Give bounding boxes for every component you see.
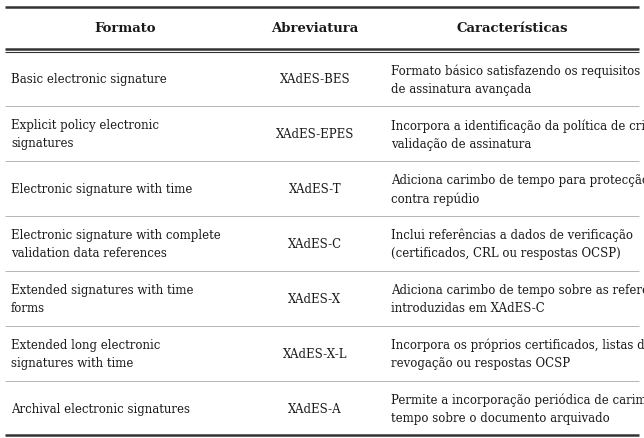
Text: Formato básico satisfazendo os requisitos legais
de assinatura avançada: Formato básico satisfazendo os requisito… — [391, 64, 644, 95]
Text: Adiciona carimbo de tempo sobre as referências
introduzidas em XAdES-C: Adiciona carimbo de tempo sobre as refer… — [391, 283, 644, 314]
Text: Archival electronic signatures: Archival electronic signatures — [11, 402, 190, 415]
Text: Electronic signature with complete
validation data references: Electronic signature with complete valid… — [11, 229, 221, 259]
Text: XAdES-X: XAdES-X — [289, 292, 341, 305]
Text: XAdES-A: XAdES-A — [288, 402, 342, 415]
Text: Formato: Formato — [94, 22, 156, 35]
Text: XAdES-C: XAdES-C — [288, 237, 342, 251]
Text: Características: Características — [456, 22, 568, 35]
Text: XAdES-BES: XAdES-BES — [279, 73, 350, 86]
Text: XAdES-T: XAdES-T — [289, 183, 341, 196]
Text: Incorpora os próprios certificados, listas de
revogação ou respostas OCSP: Incorpora os próprios certificados, list… — [391, 338, 644, 369]
Text: Explicit policy electronic
signatures: Explicit policy electronic signatures — [11, 119, 159, 150]
Text: XAdES-EPES: XAdES-EPES — [276, 128, 354, 141]
Text: XAdES-X-L: XAdES-X-L — [283, 347, 347, 360]
Text: Inclui referências a dados de verificação
(certificados, CRL ou respostas OCSP): Inclui referências a dados de verificaçã… — [391, 228, 633, 260]
Text: Electronic signature with time: Electronic signature with time — [11, 183, 193, 196]
Text: Extended long electronic
signatures with time: Extended long electronic signatures with… — [11, 338, 160, 369]
Text: Adiciona carimbo de tempo para protecção
contra repúdio: Adiciona carimbo de tempo para protecção… — [391, 173, 644, 205]
Text: Permite a incorporação periódica de carimbos de
tempo sobre o documento arquivad: Permite a incorporação periódica de cari… — [391, 392, 644, 424]
Text: Incorpora a identificação da política de criação e
validação de assinatura: Incorpora a identificação da política de… — [391, 119, 644, 150]
Text: Extended signatures with time
forms: Extended signatures with time forms — [11, 283, 193, 314]
Text: Abreviatura: Abreviatura — [271, 22, 359, 35]
Text: Basic electronic signature: Basic electronic signature — [11, 73, 167, 86]
